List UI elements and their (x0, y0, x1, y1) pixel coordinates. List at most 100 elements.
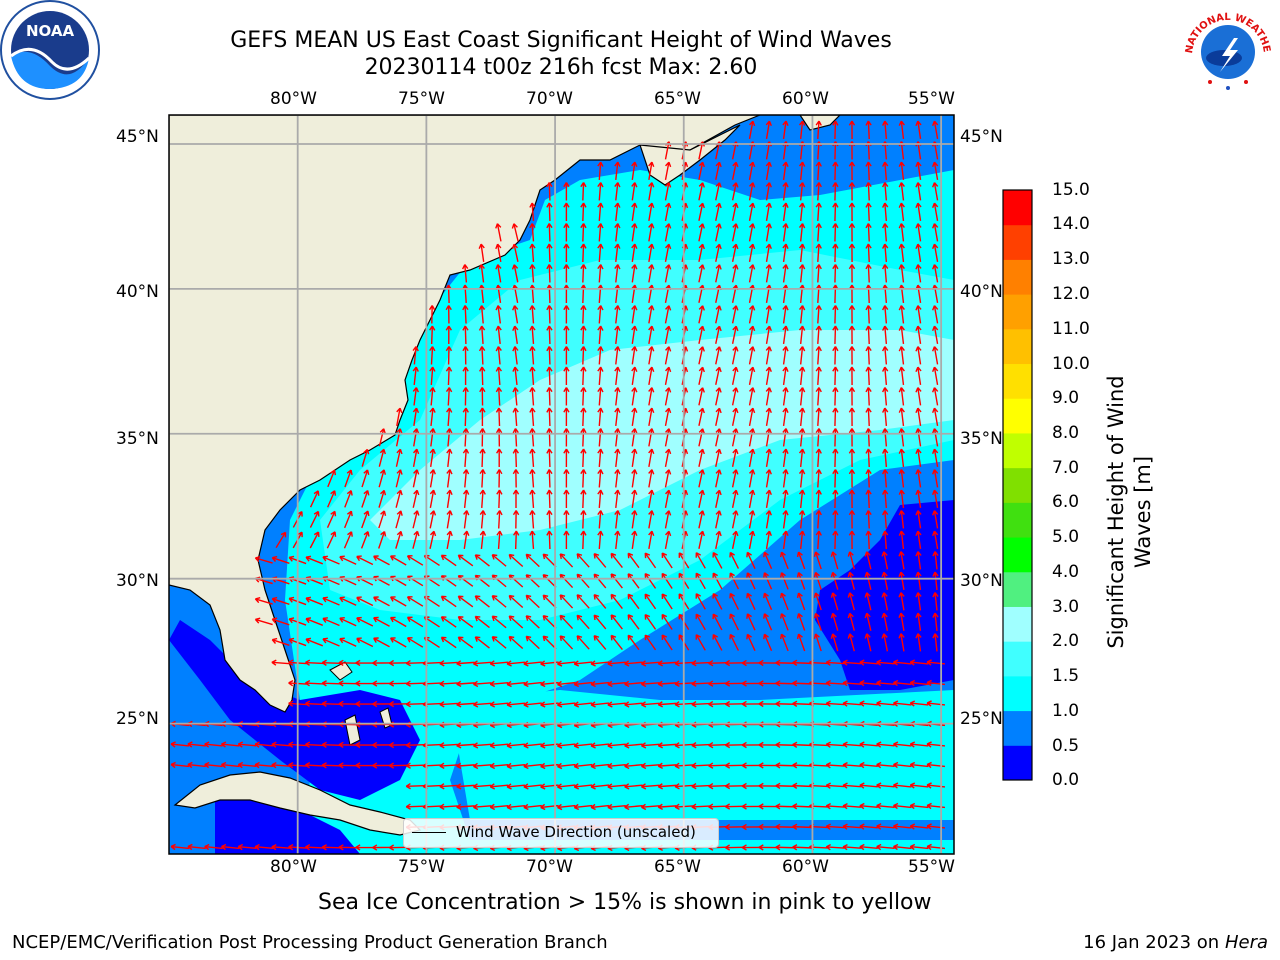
wave-direction-arrow (395, 428, 403, 447)
wave-direction-arrow (473, 762, 492, 770)
wave-direction-arrow (271, 843, 290, 851)
wave-direction-arrow (909, 741, 929, 748)
wave-direction-arrow (695, 572, 706, 590)
wave-direction-arrow (614, 448, 621, 468)
svg-text:NOAA: NOAA (26, 22, 75, 40)
wave-direction-arrow (489, 762, 509, 770)
wave-direction-arrow (909, 679, 929, 687)
wave-direction-arrow (748, 264, 756, 283)
wave-direction-arrow (506, 660, 526, 667)
wave-direction-arrow (832, 530, 839, 550)
wave-direction-arrow (512, 366, 519, 386)
wave-direction-arrow (832, 182, 839, 201)
colorbar-tick: 1.0 (1052, 701, 1080, 721)
wave-direction-arrow (898, 571, 905, 590)
wave-direction-arrow (661, 552, 673, 569)
wave-direction-arrow (529, 202, 536, 222)
wave-direction-arrow (815, 428, 822, 447)
wave-direction-arrow (576, 614, 590, 630)
wave-direction-arrow (825, 659, 845, 666)
wave-direction-arrow (775, 741, 794, 749)
wave-direction-arrow (798, 264, 806, 283)
wave-direction-arrow (782, 325, 789, 345)
wave-direction-arrow (915, 407, 922, 427)
wave-direction-arrow (848, 489, 856, 509)
wave-direction-arrow (893, 761, 912, 769)
wave-direction-arrow (798, 161, 806, 181)
wave-direction-arrow (909, 843, 929, 851)
lon-tick-top-3: 65°W (654, 89, 701, 109)
wave-direction-arrow (275, 531, 287, 549)
wave-direction-arrow (865, 407, 872, 427)
wave-direction-arrow (389, 680, 408, 687)
wave-direction-arrow (237, 741, 257, 748)
wave-direction-arrow (698, 510, 705, 529)
wave-direction-arrow (915, 448, 922, 468)
wave-direction-arrow (495, 223, 502, 242)
wave-direction-arrow (830, 551, 839, 570)
wave-direction-arrow (474, 554, 490, 567)
wave-direction-arrow (898, 264, 905, 283)
wave-direction-arrow (563, 530, 570, 550)
wave-direction-arrow (271, 637, 290, 646)
wave-direction-arrow (931, 469, 939, 488)
wave-direction-arrow (931, 366, 939, 385)
wave-direction-arrow (893, 802, 912, 810)
lon-tick-top-5: 55°W (908, 89, 955, 109)
wave-direction-arrow (473, 680, 492, 688)
wave-direction-arrow (741, 741, 761, 749)
wave-direction-arrow (580, 428, 587, 447)
wave-direction-arrow (446, 428, 453, 447)
wave-direction-arrow (915, 551, 922, 570)
wave-direction-arrow (832, 325, 839, 345)
wave-direction-arrow (563, 243, 570, 263)
colorbar-tick: 15.0 (1052, 180, 1090, 200)
wave-direction-arrow (559, 635, 574, 650)
wave-direction-arrow (765, 120, 772, 139)
wave-direction-arrow (715, 305, 722, 324)
wave-direction-arrow (865, 469, 872, 488)
wave-direction-arrow (792, 844, 811, 851)
noaa-logo: NOAA (0, 0, 100, 100)
colorbar-tick: 0.0 (1052, 770, 1080, 790)
wave-direction-arrow (898, 223, 905, 242)
wave-direction-arrow (832, 243, 839, 263)
wave-direction-arrow (848, 407, 856, 427)
wave-direction-arrow (305, 762, 324, 769)
wave-direction-arrow (848, 469, 856, 488)
wave-direction-arrow (909, 659, 929, 666)
wave-direction-arrow (406, 596, 424, 607)
wave-direction-arrow (657, 701, 677, 708)
footer-date: 16 Jan 2023 on Hera (1083, 932, 1268, 953)
wave-direction-arrow (725, 844, 744, 851)
wave-direction-arrow (631, 243, 638, 263)
colorbar-tick: 14.0 (1052, 214, 1090, 234)
wave-direction-arrow (691, 742, 710, 749)
wave-direction-arrow (221, 843, 240, 851)
wave-direction-arrow (842, 802, 862, 810)
wave-direction-arrow (932, 571, 939, 591)
wave-direction-arrow (627, 552, 640, 569)
wave-direction-arrow (815, 161, 822, 181)
wave-direction-arrow (439, 680, 458, 687)
wave-direction-arrow (792, 680, 811, 687)
wave-direction-arrow (529, 530, 536, 550)
lat-tick-right-1: 40°N (960, 282, 1003, 302)
wave-direction-arrow (782, 182, 789, 201)
wave-direction-arrow (338, 762, 358, 769)
wave-direction-arrow (546, 448, 553, 468)
wave-direction-arrow (624, 803, 643, 811)
wave-direction-arrow (832, 448, 839, 468)
wave-direction-arrow (931, 243, 939, 262)
wave-direction-arrow (648, 202, 655, 221)
wave-direction-arrow (648, 223, 655, 242)
wave-direction-arrow (715, 346, 722, 365)
wave-direction-arrow (876, 823, 895, 830)
lat-tick-right-4: 25°N (960, 709, 1003, 729)
wave-direction-arrow (657, 742, 677, 749)
ocean-1-1.5-south (450, 690, 954, 820)
wave-direction-arrow (832, 161, 839, 181)
wave-direction-arrow (429, 530, 437, 549)
wave-direction-arrow (830, 612, 839, 631)
wave-direction-arrow (796, 571, 806, 590)
